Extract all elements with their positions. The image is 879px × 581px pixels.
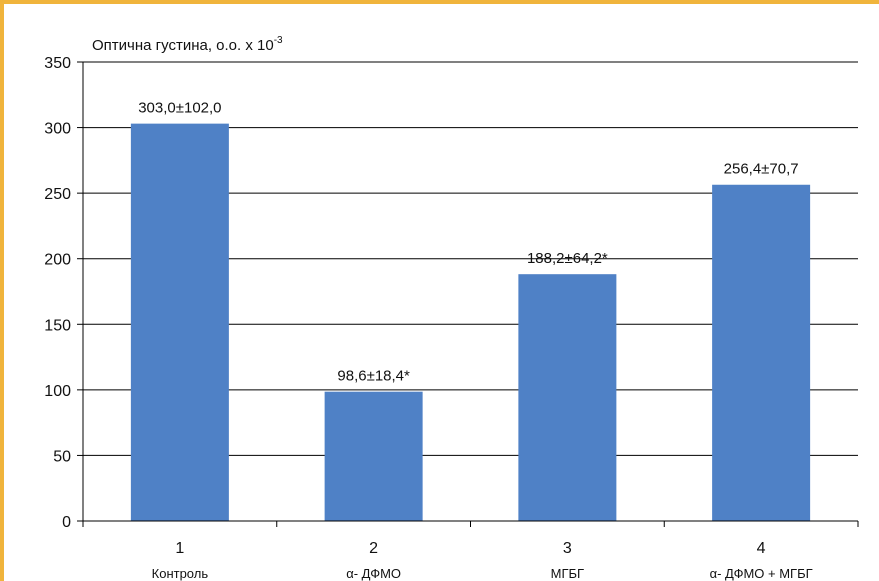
data-label-1: 303,0±102,0 <box>138 100 221 117</box>
bar-2 <box>324 391 423 521</box>
x-category-number: 2 <box>369 540 378 557</box>
x-category-name: Контроль <box>152 566 209 581</box>
x-category-number: 4 <box>757 540 766 557</box>
bar-4 <box>712 184 811 522</box>
x-category-name: α- ДФМО + МГБГ <box>710 566 813 581</box>
data-label-3: 188,2±64,2* <box>527 250 608 267</box>
y-axis-title-main: Оптична густина, о.о. x 10 <box>92 37 274 54</box>
data-label-4: 256,4±70,7 <box>724 161 799 178</box>
y-tick-label: 350 <box>44 55 71 72</box>
x-category-number: 1 <box>175 540 184 557</box>
bar-3 <box>518 274 617 521</box>
y-tick-label: 50 <box>53 448 71 465</box>
bars <box>130 123 811 522</box>
x-category-name: МГБГ <box>551 566 584 581</box>
data-label-2: 98,6±18,4* <box>337 368 410 385</box>
data-labels: 303,0±102,0 98,6±18,4* 188,2±64,2* 256,4±70… <box>138 100 798 385</box>
y-axis-ticks: 0 50 100 150 200 250 300 350 <box>44 55 83 531</box>
bar-1 <box>130 123 229 521</box>
axes <box>82 62 859 527</box>
x-axis-labels: 1 Контроль 2 α- ДФМО 3 МГБГ 4 α- ДФМО + МГБГ <box>152 540 813 581</box>
y-tick-label: 300 <box>44 121 71 138</box>
y-tick-label: 200 <box>44 252 71 269</box>
y-tick-label: 100 <box>44 383 71 400</box>
y-tick-label: 150 <box>44 317 71 334</box>
x-category-number: 3 <box>563 540 572 557</box>
y-tick-label: 250 <box>44 186 71 203</box>
x-category-name: α- ДФМО <box>346 566 401 581</box>
y-axis-title-superscript: -3 <box>274 35 283 46</box>
y-tick-label: 0 <box>62 514 71 531</box>
y-axis-title: Оптична густина, о.о. x 10-3 <box>92 35 283 54</box>
